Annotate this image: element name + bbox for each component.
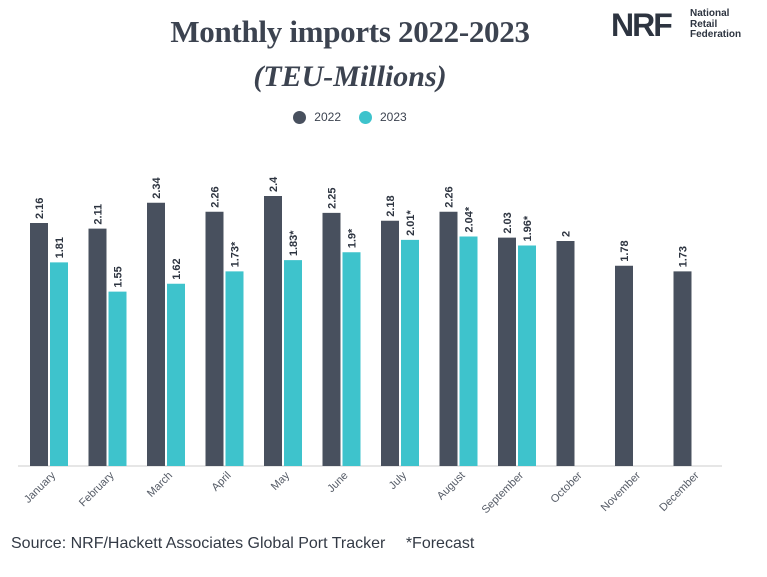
bar-2023-february (108, 291, 127, 466)
bar-2022-february (88, 228, 107, 466)
data-label-2023-august: 2.04* (464, 206, 476, 232)
bar-2022-april (205, 211, 224, 466)
bar-chart: 2.16 1.81 January 2.11 1.55 February 2.34 1.62 M… (18, 176, 722, 516)
data-label-2023-march: 1.62 (171, 258, 183, 279)
x-tick-label-november: November (599, 469, 644, 514)
nrf-logo: NRF National Retail Federation (611, 8, 761, 44)
legend-swatch-2023 (359, 110, 372, 124)
data-label-2022-may: 2.4 (268, 176, 280, 192)
x-tick-label-september: September (480, 469, 527, 516)
chart-title: Monthly imports 2022-2023 (170, 14, 530, 49)
logo-line-2: Retail (690, 18, 718, 30)
data-label-2022-march: 2.34 (151, 176, 163, 198)
x-tick-label-may: May (269, 469, 293, 493)
bar-2023-may (284, 260, 302, 466)
bar-2022-may (264, 196, 282, 466)
x-tick-label-march: March (145, 470, 175, 500)
logo-line-1: National (690, 8, 730, 19)
bar-2022-november (615, 265, 633, 466)
data-label-2023-february: 1.55 (113, 266, 125, 287)
data-label-2022-january: 2.16 (34, 198, 46, 219)
bar-2023-june (342, 252, 361, 466)
bar-2023-march (167, 283, 185, 466)
data-label-2022-september: 2.03 (502, 212, 514, 233)
x-tick-label-october: October (548, 469, 584, 505)
x-tick-label-july: July (387, 469, 410, 492)
data-label-2022-february: 2.11 (93, 204, 105, 225)
bar-2022-march (147, 202, 165, 466)
bar-2023-july (401, 239, 419, 466)
data-label-2023-may: 1.83* (288, 230, 300, 256)
bar-2022-july (381, 220, 399, 466)
legend-item-2023: 2023 (359, 110, 407, 124)
x-tick-label-april: April (210, 470, 234, 494)
bar-2023-january (50, 262, 68, 466)
data-label-2022-july: 2.18 (385, 195, 397, 216)
data-label-2023-april: 1.73* (230, 241, 242, 267)
bar-2023-august (459, 236, 478, 466)
data-label-2022-october: 2 (561, 231, 573, 237)
bar-2022-september (498, 237, 516, 466)
data-label-2022-april: 2.26 (210, 186, 222, 207)
logo-line-3: Federation (690, 29, 742, 40)
data-label-2023-january: 1.81 (54, 237, 66, 258)
legend-label-2023: 2023 (380, 110, 407, 124)
logo-text: National Retail Federation (690, 8, 742, 41)
bar-2022-august (439, 211, 458, 466)
data-label-2022-june: 2.25 (327, 187, 339, 208)
data-label-2023-june: 1.9* (347, 228, 359, 248)
data-label-2022-december: 1.73 (678, 246, 690, 267)
data-label-2022-november: 1.78 (619, 240, 631, 261)
chart-subtitle: (TEU-Millions) (253, 60, 447, 93)
source-note: Source: NRF/Hackett Associates Global Po… (11, 535, 386, 552)
data-label-2023-july: 2.01* (405, 209, 417, 235)
data-label-2022-august: 2.26 (444, 186, 456, 207)
x-tick-label-august: August (435, 470, 468, 503)
bar-2022-october (556, 241, 575, 466)
bar-2022-june (322, 212, 341, 466)
x-tick-label-june: June (325, 470, 350, 495)
logo-mark: NRF (611, 7, 673, 43)
bar-2022-december (673, 271, 692, 466)
x-tick-label-december: December (657, 469, 702, 514)
forecast-note: *Forecast (405, 535, 475, 552)
legend-item-2022: 2022 (293, 110, 341, 124)
legend-label-2022: 2022 (314, 110, 341, 124)
legend-swatch-2022 (293, 110, 307, 124)
bar-2023-september (518, 245, 536, 466)
bar-2022-january (30, 223, 48, 466)
source-footer: Source: NRF/Hackett Associates Global Po… (11, 535, 474, 553)
bar-2023-april (225, 271, 244, 466)
chart-legend: 2022 2023 (0, 110, 700, 124)
data-label-2023-september: 1.96* (522, 215, 534, 241)
x-tick-label-february: February (77, 469, 117, 509)
x-tick-label-january: January (22, 469, 59, 506)
